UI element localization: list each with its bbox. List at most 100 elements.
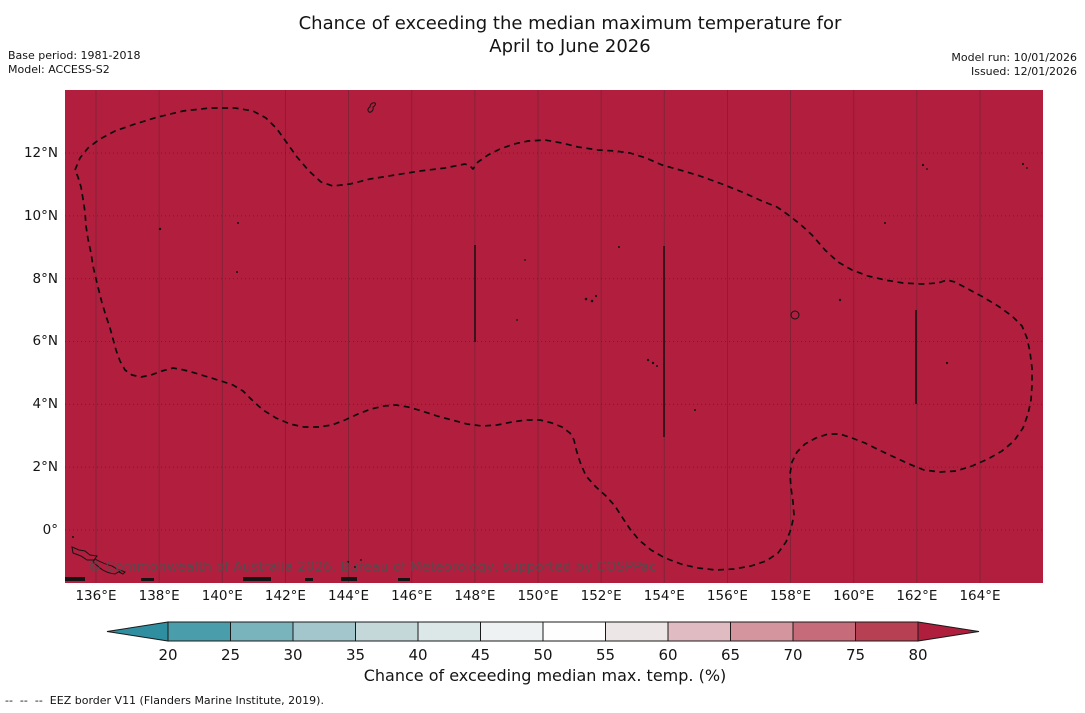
- y-tick-label: 8°N: [32, 270, 58, 287]
- x-tick-label: 142°E: [264, 588, 306, 604]
- island-dot: [594, 294, 598, 298]
- island-dot: [158, 227, 162, 231]
- x-tick-label: 140°E: [201, 588, 243, 604]
- island-dot: [838, 298, 842, 302]
- coast-edge: [398, 578, 410, 581]
- coast-edge: [305, 578, 313, 581]
- island-dot: [236, 271, 238, 273]
- coast-edge: [243, 577, 271, 581]
- colorbar-tick-label: 40: [408, 646, 427, 664]
- page-title: Chance of exceeding the median maximum t…: [65, 12, 1075, 58]
- x-tick-label: 160°E: [833, 588, 875, 604]
- y-tick-label: 4°N: [32, 396, 58, 413]
- eez-border-path: [74, 107, 1033, 571]
- x-tick-label: 154°E: [643, 588, 685, 604]
- island-dot: [945, 361, 949, 365]
- colorbar-tick-label: 65: [721, 646, 740, 664]
- island-dot: [618, 246, 620, 248]
- island-atoll-ring: [790, 310, 800, 320]
- issued-text: Issued: 12/01/2026: [970, 65, 1077, 78]
- colorbar-segment: [480, 621, 544, 642]
- x-tick-label: 138°E: [138, 588, 180, 604]
- island-dot: [237, 222, 239, 224]
- x-tick-label: 136°E: [75, 588, 117, 604]
- y-tick-label: 0°: [42, 521, 58, 538]
- colorbar-segment: [730, 621, 794, 642]
- x-tick-label: 158°E: [770, 588, 812, 604]
- colorbar-segment: [605, 621, 669, 642]
- colorbar-tick-label: 35: [346, 646, 365, 664]
- coastline-marks: [65, 536, 410, 581]
- island-dot: [524, 259, 526, 261]
- island-dot: [590, 299, 594, 303]
- colorbar-segment: [355, 621, 419, 642]
- colorbar: 20 25 30 35 40 45 50 55 60 65 70 75 80: [100, 616, 990, 668]
- coast-outline: [71, 546, 98, 561]
- colorbar-tick-label: 80: [908, 646, 927, 664]
- colorbar-tick-label: 60: [658, 646, 677, 664]
- colorbar-segment: [417, 621, 481, 642]
- model-run-text: Model run: 10/01/2026: [951, 51, 1077, 64]
- colorbar-tick-label: 20: [158, 646, 177, 664]
- island-guam: [367, 102, 376, 113]
- colorbar-segments: [167, 621, 919, 642]
- colorbar-under-arrow: [106, 621, 169, 642]
- colorbar-tick-label: 55: [596, 646, 615, 664]
- colorbar-segment: [792, 621, 856, 642]
- island-dot: [884, 222, 886, 224]
- island-dot: [360, 559, 362, 561]
- y-tick-label: 6°N: [32, 333, 58, 350]
- island-dot: [516, 319, 518, 321]
- sub-boundary-lines: [474, 245, 917, 437]
- island-dot: [926, 168, 928, 170]
- island-dot: [646, 358, 650, 362]
- coast-outline: [92, 558, 121, 575]
- copyright-watermark: © Commonwealth of Australia 2026, Bureau…: [88, 559, 656, 575]
- colorbar-label: Chance of exceeding median max. temp. (%…: [363, 666, 727, 685]
- island-dot: [694, 409, 696, 411]
- coast-outline: [118, 569, 126, 575]
- island-dot: [921, 163, 925, 167]
- colorbar-tick-label: 30: [283, 646, 302, 664]
- island-dot: [584, 297, 588, 301]
- colorbar-svg: 20 25 30 35 40 45 50 55 60 65 70 75 80: [106, 621, 980, 664]
- colorbar-tick-labels: 20 25 30 35 40 45 50 55 60 65 70 75 80: [158, 646, 927, 664]
- title-line1: Chance of exceeding the median maximum t…: [298, 13, 842, 34]
- y-tick-label: 12°N: [23, 145, 58, 161]
- island-dot: [346, 560, 350, 564]
- eez-footnote: -- -- -- EEZ border V11 (Flanders Marine…: [5, 694, 324, 707]
- x-tick-label: 150°E: [517, 588, 559, 604]
- base-period-text: Base period: 1981-2018: [8, 49, 141, 62]
- x-tick-label: 164°E: [959, 588, 1001, 604]
- island-marks: [158, 102, 1028, 411]
- meta-left: Base period: 1981-2018 Model: ACCESS-S2: [8, 49, 140, 77]
- island-dot: [72, 536, 74, 538]
- x-tick-label: 152°E: [580, 588, 622, 604]
- colorbar-segment: [855, 621, 919, 642]
- island-dot: [1021, 162, 1025, 166]
- x-tick-label: 144°E: [328, 588, 370, 604]
- island-dot: [651, 361, 655, 365]
- meta-right: Model run: 10/01/2026 Issued: 12/01/2026: [951, 51, 1077, 79]
- colorbar-tick-label: 25: [221, 646, 240, 664]
- y-tick-label: 10°N: [23, 207, 58, 224]
- colorbar-tick-label: 70: [783, 646, 802, 664]
- title-line2: April to June 2026: [489, 36, 651, 57]
- x-tick-label: 148°E: [454, 588, 496, 604]
- island-dot: [656, 365, 658, 367]
- map-area: © Commonwealth of Australia 2026, Bureau…: [65, 90, 1043, 583]
- colorbar-segment: [167, 621, 231, 642]
- colorbar-segment: [542, 621, 606, 642]
- colorbar-tick-label: 45: [471, 646, 490, 664]
- coast-edge: [65, 577, 85, 581]
- colorbar-segment: [292, 621, 356, 642]
- coast-edge: [141, 578, 154, 581]
- island-dot: [354, 566, 356, 568]
- map-background: [65, 90, 1043, 583]
- colorbar-tick-label: 75: [846, 646, 865, 664]
- y-tick-label: 2°N: [32, 459, 58, 476]
- colorbar-over-arrow: [917, 621, 980, 642]
- map-svg: © Commonwealth of Australia 2026, Bureau…: [65, 90, 1043, 583]
- x-tick-label: 162°E: [896, 588, 938, 604]
